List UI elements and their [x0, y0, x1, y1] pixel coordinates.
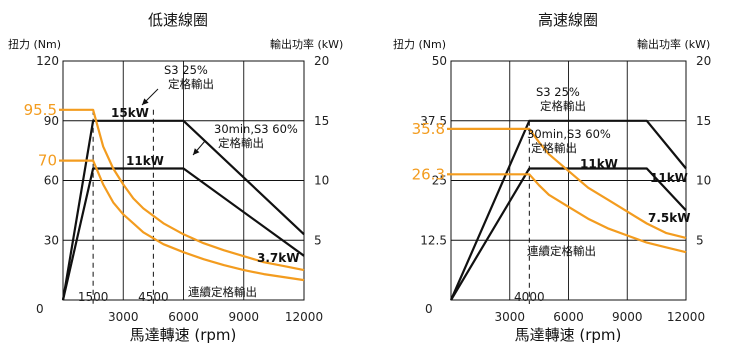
- y-tick-label: 60: [44, 174, 59, 188]
- origin-label: 0: [36, 302, 44, 316]
- series-line: [451, 127, 687, 239]
- power-label: 15kW: [111, 106, 149, 120]
- x-tick-label: 6000: [168, 310, 199, 324]
- torque-marker-label: 26.3: [412, 165, 445, 183]
- series-line: [449, 119, 687, 301]
- x-tick-label: 3000: [494, 310, 525, 324]
- x-axis-label: 馬達轉速 (rpm): [515, 326, 622, 344]
- annotation-arrowhead: [142, 98, 149, 105]
- chart-title: 高速線圈: [538, 11, 598, 29]
- x-tick-label: 12000: [667, 310, 705, 324]
- speed-marker-label: 4500: [138, 290, 169, 304]
- rating-annotation: 定格輸出: [540, 99, 586, 113]
- series-line: [63, 159, 305, 282]
- rating-annotation: 連續定格輸出: [188, 285, 257, 299]
- speed-marker-label: 1500: [78, 290, 109, 304]
- y2-axis-label: 輸出功率 (kW): [270, 37, 343, 51]
- power-label: 11kW: [126, 154, 164, 168]
- torque-marker-label: 35.8: [412, 120, 445, 138]
- x-tick-label: 6000: [553, 310, 584, 324]
- y2-axis-label: 輸出功率 (kW): [637, 37, 710, 51]
- y-tick-label: 90: [44, 114, 59, 128]
- speed-marker-label: 4000: [514, 290, 545, 304]
- y-tick-label: 120: [36, 54, 59, 68]
- rating-annotation: 連續定格輸出: [527, 244, 596, 258]
- y-tick-label: 37.5: [420, 114, 447, 128]
- rating-annotation: 30min,S3 60%: [527, 127, 611, 141]
- plot-frame: [62, 60, 305, 301]
- power-label: 11kW: [580, 157, 618, 171]
- torque-marker-label: 95.5: [24, 101, 57, 119]
- plot-frame: [450, 60, 687, 301]
- x-tick-label: 9000: [612, 310, 643, 324]
- y-tick-label: 30: [44, 233, 59, 247]
- series-line: [450, 167, 687, 301]
- power-label: 3.7kW: [257, 251, 299, 265]
- rating-annotation: 30min,S3 60%: [214, 122, 298, 136]
- y2-tick-label: 5: [696, 233, 704, 247]
- rating-annotation: S3 25%: [164, 63, 208, 77]
- y-tick-label: 12.5: [420, 233, 447, 247]
- x-axis-label: 馬達轉速 (rpm): [130, 326, 237, 344]
- y-axis-label: 扭力 (Nm): [393, 37, 446, 51]
- y2-tick-label: 20: [696, 54, 711, 68]
- y2-tick-label: 20: [314, 54, 329, 68]
- y2-tick-label: 5: [314, 233, 322, 247]
- y2-tick-label: 10: [696, 174, 711, 188]
- torque-marker-label: 70: [38, 152, 57, 170]
- rating-annotation: 定格輸出: [218, 136, 264, 150]
- y-axis-label: 扭力 (Nm): [8, 37, 61, 51]
- y-tick-label: 25: [432, 174, 447, 188]
- series-line: [61, 119, 305, 301]
- rating-annotation: 定格輸出: [168, 77, 214, 91]
- y2-tick-label: 15: [314, 114, 329, 128]
- origin-label: 0: [425, 302, 433, 316]
- chart-title: 低速線圈: [148, 11, 208, 29]
- rating-annotation: 定格輸出: [531, 141, 577, 155]
- series-line: [61, 167, 305, 301]
- series-line: [63, 108, 305, 272]
- x-tick-label: 3000: [108, 310, 139, 324]
- power-label: 11kW: [650, 171, 688, 185]
- x-tick-label: 9000: [228, 310, 259, 324]
- annotation-arrowhead: [193, 148, 200, 155]
- series-line: [451, 173, 687, 254]
- rating-annotation: S3 25%: [536, 85, 580, 99]
- y2-tick-label: 10: [314, 174, 329, 188]
- x-tick-label: 12000: [285, 310, 323, 324]
- y-tick-label: 50: [432, 54, 447, 68]
- y2-tick-label: 15: [696, 114, 711, 128]
- power-label: 7.5kW: [648, 211, 690, 225]
